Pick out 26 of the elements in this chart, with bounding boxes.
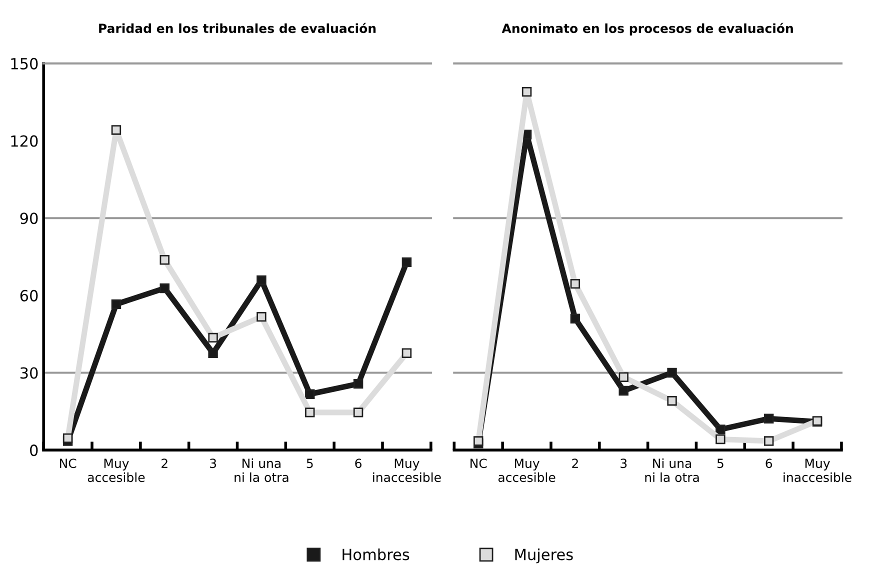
y-tick-label: 60 bbox=[20, 290, 38, 302]
x-tick-label: 3 bbox=[210, 458, 216, 468]
y-tick-label: 90 bbox=[20, 212, 38, 224]
x-tick-label: 5 bbox=[306, 458, 313, 468]
y-tick-label: 30 bbox=[20, 367, 38, 379]
x-tick-label: 5 bbox=[717, 458, 724, 468]
legend-label: Mujeres bbox=[515, 548, 573, 564]
x-tick-label: Muy accesible bbox=[88, 458, 145, 482]
x-tick-label: NC bbox=[470, 458, 487, 468]
x-tick-label: Muy inaccesible bbox=[784, 458, 852, 482]
x-tick-label: NC bbox=[60, 458, 76, 468]
legend-label: Hombres bbox=[342, 548, 410, 560]
chart-title: Anonimato en los procesos de evaluación bbox=[502, 22, 793, 36]
x-tick-label: Muy inaccesible bbox=[373, 458, 441, 482]
x-tick-label: Ni una ni la otra bbox=[234, 458, 288, 482]
y-tick-label: 120 bbox=[11, 135, 38, 147]
x-tick-label: Muy accesible bbox=[498, 458, 556, 482]
y-tick-label: 0 bbox=[30, 444, 38, 456]
y-tick-label: 150 bbox=[11, 58, 38, 70]
x-tick-label: 2 bbox=[162, 458, 168, 468]
x-tick-label: Ni una ni la otra bbox=[645, 458, 699, 482]
x-tick-label: 2 bbox=[572, 458, 578, 468]
chart-title: Paridad en los tribunales de evaluación bbox=[99, 22, 376, 34]
x-tick-label: 6 bbox=[355, 458, 362, 468]
x-tick-label: 6 bbox=[766, 458, 772, 468]
x-tick-label: 3 bbox=[620, 458, 627, 468]
